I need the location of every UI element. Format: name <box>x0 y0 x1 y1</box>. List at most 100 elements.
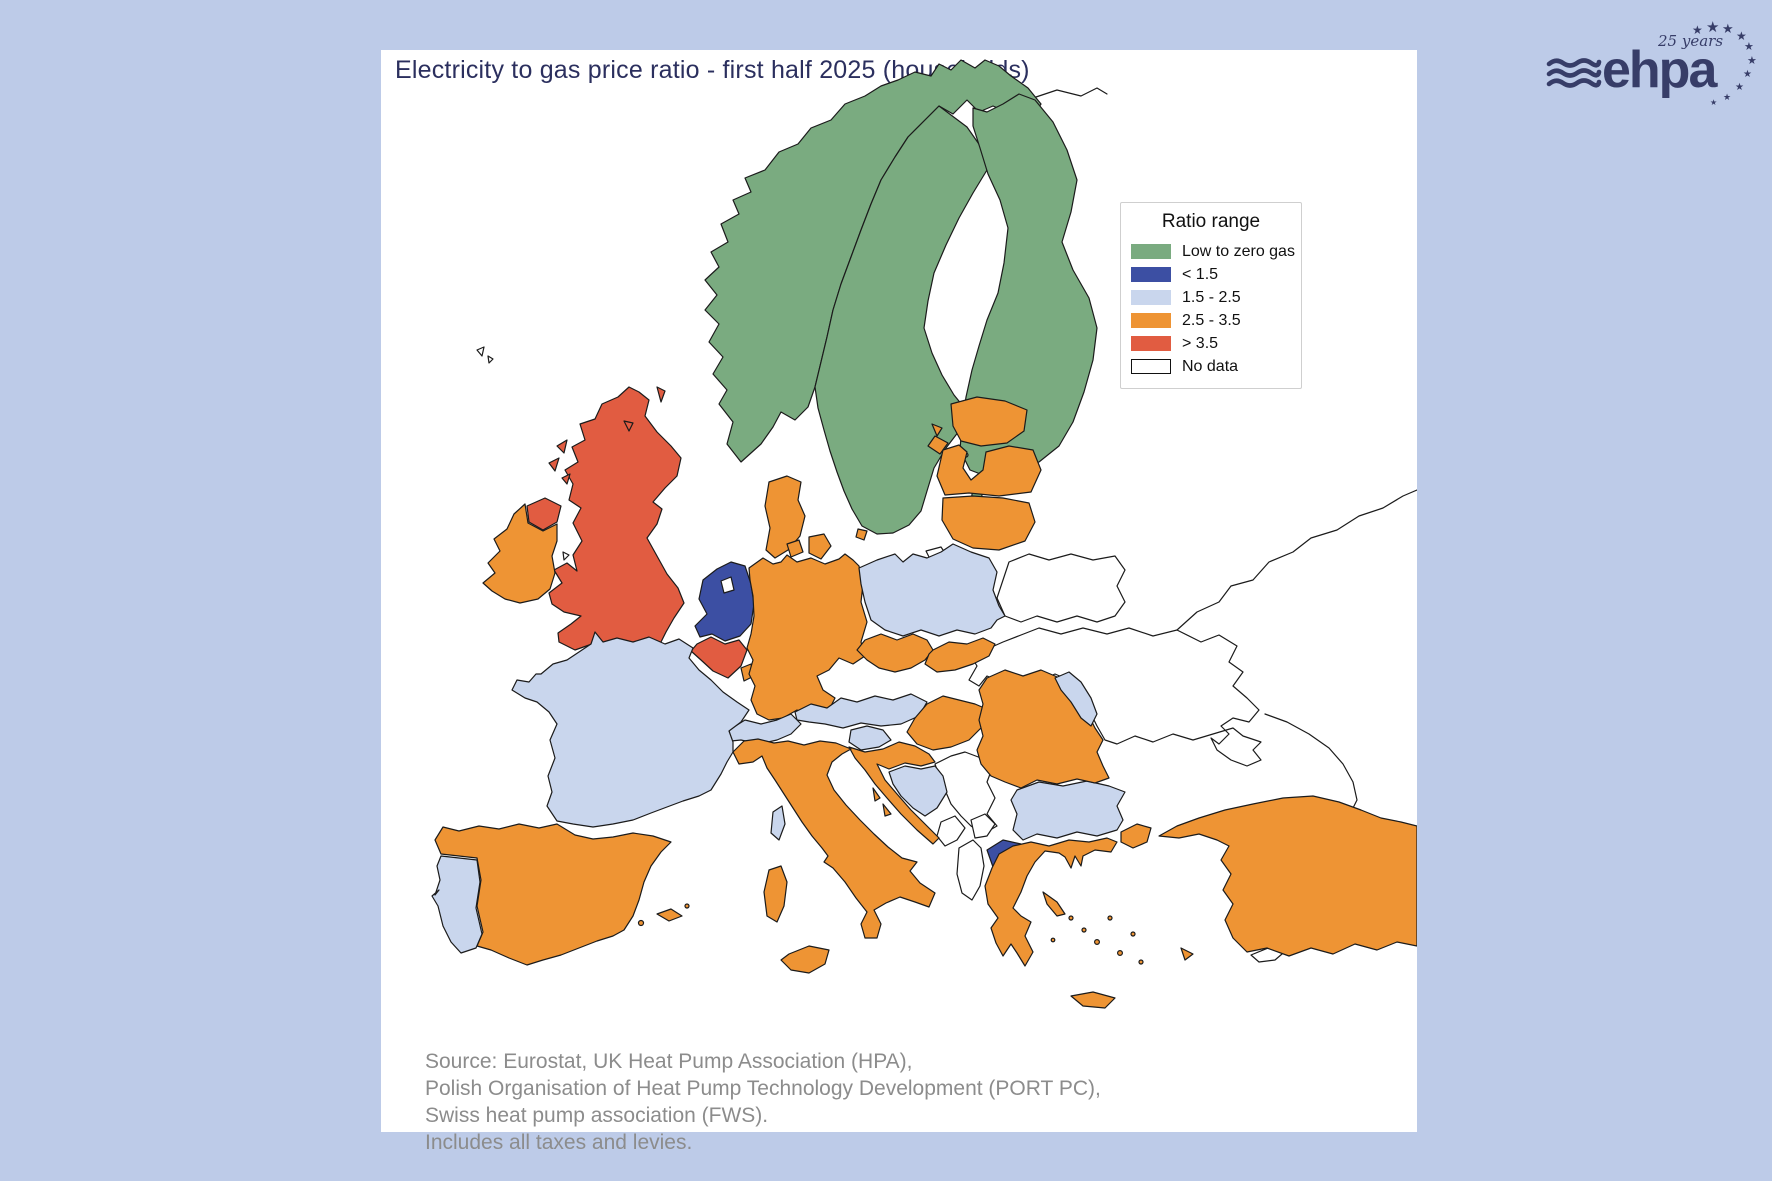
country-france[interactable] <box>511 631 750 828</box>
country-faroe-islands[interactable] <box>487 355 494 364</box>
country-germany[interactable] <box>746 553 868 721</box>
country-kosovo[interactable] <box>970 813 996 839</box>
rhodes-island[interactable] <box>1180 947 1194 961</box>
ehpa-25-years-label: 25 years <box>1658 32 1724 50</box>
star-icon: ★ <box>1723 92 1732 102</box>
legend-swatch-gt-3-5 <box>1131 336 1171 351</box>
aegean-island[interactable] <box>1068 915 1074 921</box>
aegean-island[interactable] <box>1081 927 1087 933</box>
map-panel: Electricity to gas price ratio - first h… <box>381 50 1417 1154</box>
country-latvia[interactable] <box>936 444 1042 497</box>
country-bosnia[interactable] <box>888 765 948 817</box>
country-serbia[interactable] <box>934 751 998 835</box>
legend-swatch-1-5-2-5 <box>1131 290 1171 305</box>
country-estonia[interactable] <box>950 396 1028 447</box>
source-line: Includes all taxes and levies. <box>425 1131 693 1154</box>
country-czechia[interactable] <box>856 633 934 673</box>
region-turkish-thrace[interactable] <box>1120 823 1152 849</box>
corsica-island[interactable] <box>770 805 786 841</box>
legend-row: < 1.5 <box>1131 263 1291 286</box>
country-greece[interactable] <box>984 837 1118 967</box>
country-bulgaria[interactable] <box>1010 780 1126 841</box>
legend-label: Low to zero gas <box>1182 242 1295 260</box>
legend-label: > 3.5 <box>1182 334 1219 352</box>
star-icon: ★ <box>1722 21 1734 36</box>
dalmatian-islands[interactable] <box>872 787 881 802</box>
balearic-islands[interactable] <box>656 908 683 922</box>
country-ireland[interactable] <box>482 503 558 604</box>
hebrides-islands[interactable] <box>548 457 560 472</box>
country-faroe-islands[interactable] <box>476 346 485 357</box>
country-poland[interactable] <box>858 543 1006 637</box>
star-icon: ★ <box>1706 19 1720 36</box>
euboea-island[interactable] <box>1042 891 1066 917</box>
ehpa-logo: ehpa 25 years ★ ★ ★ ★ ★ ★ ★ ★ ★ ★ <box>1546 20 1757 112</box>
hiiumaa-island[interactable] <box>931 423 943 437</box>
funen-island[interactable] <box>786 539 804 558</box>
legend-row: > 3.5 <box>1131 332 1291 355</box>
aegean-island[interactable] <box>1116 949 1123 956</box>
source-attribution: Source: Eurostat, UK Heat Pump Associati… <box>425 1048 1101 1156</box>
region-northern-ireland[interactable] <box>526 497 562 531</box>
legend-row: 1.5 - 2.5 <box>1131 286 1291 309</box>
country-moldova[interactable] <box>1054 671 1098 727</box>
bornholm-island[interactable] <box>855 528 868 541</box>
russia-kola-coastline <box>1032 87 1108 99</box>
crete-island[interactable] <box>1070 991 1116 1009</box>
ehpa-waves-icon <box>1546 58 1602 88</box>
sicily-island[interactable] <box>780 945 830 974</box>
country-hungary[interactable] <box>906 695 990 751</box>
shetland-islands[interactable] <box>656 386 666 403</box>
star-icon: ★ <box>1692 23 1703 37</box>
country-united-kingdom[interactable] <box>548 386 685 651</box>
europe-choropleth-map <box>431 59 1417 1009</box>
aegean-island[interactable] <box>1093 938 1100 945</box>
country-isle-of-man[interactable] <box>562 551 570 561</box>
ehpa-wordmark: ehpa <box>1602 41 1717 99</box>
country-turkey[interactable] <box>1158 795 1417 957</box>
balearic-islands[interactable] <box>684 903 690 909</box>
russia-ukraine-border-line <box>1176 489 1417 631</box>
country-italy[interactable] <box>732 738 936 939</box>
star-icon: ★ <box>1735 82 1744 93</box>
map-legend: Ratio range Low to zero gas < 1.5 1.5 - … <box>1120 202 1302 389</box>
star-icon: ★ <box>1710 98 1718 107</box>
country-sweden[interactable] <box>814 105 988 535</box>
country-lithuania[interactable] <box>941 495 1036 551</box>
country-spain[interactable] <box>434 823 672 966</box>
dalmatian-islands[interactable] <box>882 803 892 817</box>
star-icon: ★ <box>1743 69 1752 80</box>
country-finland[interactable] <box>959 93 1098 479</box>
zealand-island[interactable] <box>808 533 832 560</box>
country-croatia[interactable] <box>848 741 940 845</box>
legend-swatch-low-to-zero-gas <box>1131 244 1171 259</box>
aegean-island[interactable] <box>1050 937 1056 943</box>
country-switzerland[interactable] <box>728 713 802 745</box>
country-albania[interactable] <box>956 839 985 901</box>
country-netherlands[interactable] <box>694 561 755 642</box>
legend-row: No data <box>1131 355 1291 378</box>
country-montenegro[interactable] <box>936 815 966 847</box>
legend-swatch-2-5-3-5 <box>1131 313 1171 328</box>
aegean-island[interactable] <box>1107 915 1113 921</box>
sardinia-island[interactable] <box>763 865 788 923</box>
legend-label: < 1.5 <box>1182 265 1219 283</box>
balearic-islands[interactable] <box>637 919 645 927</box>
country-slovenia[interactable] <box>848 725 892 751</box>
orkney-islands[interactable] <box>623 420 634 432</box>
country-belarus[interactable] <box>996 553 1126 623</box>
country-belgium[interactable] <box>690 636 748 679</box>
legend-label: 2.5 - 3.5 <box>1182 311 1241 329</box>
country-portugal[interactable] <box>431 855 483 954</box>
legend-swatch-no-data <box>1131 359 1171 374</box>
source-line: Polish Organisation of Heat Pump Technol… <box>425 1077 1101 1100</box>
hebrides-islands[interactable] <box>561 473 571 485</box>
aegean-island[interactable] <box>1138 959 1144 965</box>
country-slovakia[interactable] <box>924 637 996 673</box>
star-icon: ★ <box>1744 41 1754 53</box>
legend-title: Ratio range <box>1161 211 1261 232</box>
black-sea-east-coastline <box>1264 713 1358 813</box>
star-icon: ★ <box>1747 55 1757 67</box>
aegean-island[interactable] <box>1130 931 1136 937</box>
hebrides-islands[interactable] <box>556 439 568 454</box>
